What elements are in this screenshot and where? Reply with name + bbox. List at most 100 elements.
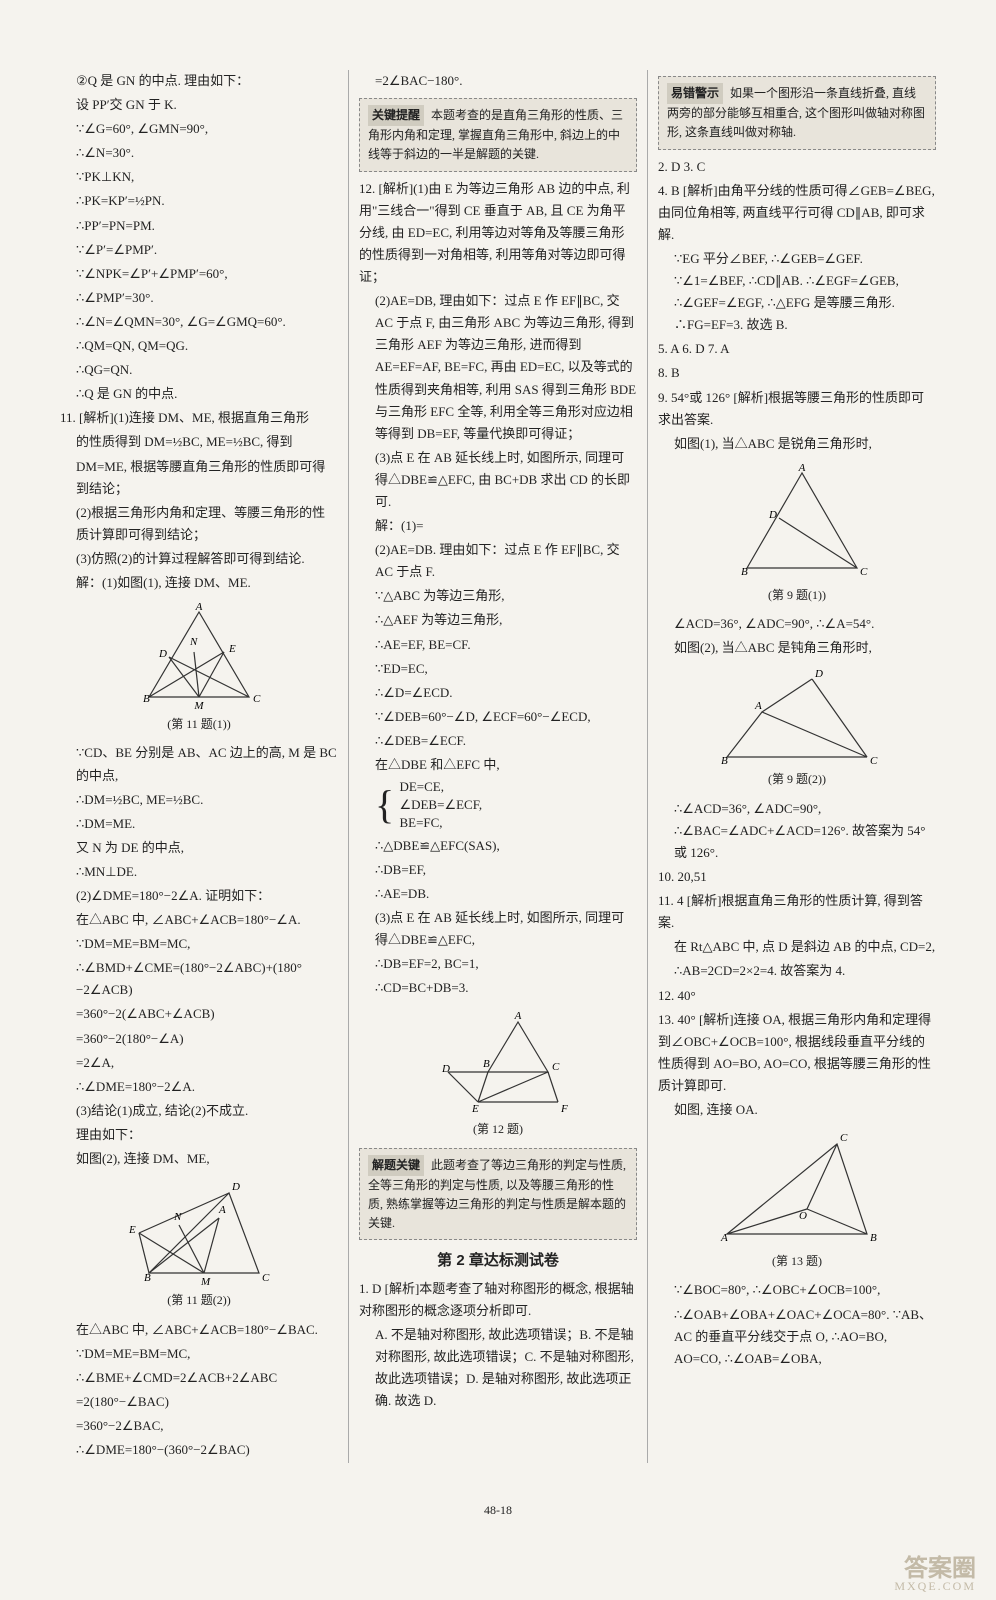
- text-line: ∴DM=ME.: [60, 813, 338, 835]
- svg-text:E: E: [471, 1103, 479, 1115]
- figure-11-2: D B C M E A N (第 11 题(2)): [60, 1178, 338, 1310]
- text-line: =360°−2(∠ABC+∠ACB): [60, 1003, 338, 1025]
- figure-12: A D B C E F (第 12 题): [359, 1007, 637, 1139]
- text-line: ∴∠OAB+∠OBA+∠OAC+∠OCA=80°. ∵AB、AC 的垂直平分线交…: [658, 1304, 936, 1370]
- text-line: (2)根据三角形内角和定理、等腰三角形的性质计算即可得到结论；: [60, 502, 338, 546]
- brace-line: ∠DEB=∠ECF,: [399, 797, 482, 812]
- text-line: ∴PK=KP′=½PN.: [60, 190, 338, 212]
- tip-title: 解题关键: [368, 1155, 424, 1176]
- svg-text:B: B: [741, 566, 748, 578]
- text-line: 如图(2), 当△ABC 是钝角三角形时,: [658, 637, 936, 659]
- text-line: 在△ABC 中, ∠ABC+∠ACB=180°−∠BAC.: [60, 1319, 338, 1341]
- text-line: (3)仿照(2)的计算过程解答即可得到结论.: [60, 548, 338, 570]
- text-line: 1. D [解析]本题考查了轴对称图形的概念, 根据轴对称图形的概念逐项分析即可…: [359, 1278, 637, 1322]
- text-line: ∵PK⊥KN,: [60, 166, 338, 188]
- figure-caption: (第 13 题): [658, 1251, 936, 1271]
- text-line: 在 Rt△ABC 中, 点 D 是斜边 AB 的中点, CD=2,: [658, 936, 936, 958]
- text-line: ∴∠N=∠QMN=30°, ∠G=∠GMQ=60°.: [60, 311, 338, 333]
- text-line: 又 N 为 DE 的中点,: [60, 837, 338, 859]
- text-line: ∴∠DME=180°−2∠A.: [60, 1076, 338, 1098]
- text-line: ∴QG=QN.: [60, 359, 338, 381]
- tip-title: 易错警示: [667, 83, 723, 104]
- text-line: ∴MN⊥DE.: [60, 861, 338, 883]
- text-line: ∴AB=2CD=2×2=4. 故答案为 4.: [658, 960, 936, 982]
- text-line: 如图(1), 当△ABC 是锐角三角形时,: [658, 433, 936, 455]
- brace-line: DE=CE,: [399, 779, 444, 794]
- tip-title: 关键提醒: [368, 105, 424, 126]
- svg-text:N: N: [173, 1211, 182, 1223]
- text-line: ∵CD、BE 分别是 AB、AC 边上的高, M 是 BC 的中点,: [60, 742, 338, 786]
- text-line: ∴AE=DB.: [359, 883, 637, 905]
- text-line: ∠ACD=36°, ∠ADC=90°, ∴∠A=54°.: [658, 613, 936, 635]
- svg-text:A: A: [720, 1232, 728, 1244]
- text-line: ∵EG 平分∠BEF, ∴∠GEB=∠GEF. ∵∠1=∠BEF, ∴CD∥AB…: [658, 248, 936, 336]
- svg-text:D: D: [441, 1063, 450, 1075]
- text-line: ∴∠DEB=∠ECF.: [359, 730, 637, 752]
- watermark-sub: MXQE.COM: [894, 1576, 976, 1596]
- svg-text:C: C: [870, 755, 878, 767]
- text-line: 10. 20,51: [658, 866, 936, 888]
- text-line: ∵∠BOC=80°, ∴∠OBC+∠OCB=100°,: [658, 1279, 936, 1301]
- tip-box-3: 易错警示 如果一个图形沿一条直线折叠, 直线两旁的部分能够互相重合, 这个图形叫…: [658, 76, 936, 150]
- text-line: ∴∠ACD=36°, ∠ADC=90°, ∴∠BAC=∠ADC+∠ACD=126…: [658, 798, 936, 864]
- svg-text:E: E: [128, 1224, 136, 1236]
- text-line: =2∠BAC−180°.: [359, 70, 637, 92]
- text-line: 13. 40° [解析]连接 OA, 根据三角形内角和定理得到∠OBC+∠OCB…: [658, 1009, 936, 1097]
- text-line: ∴∠DME=180°−(360°−2∠BAC): [60, 1439, 338, 1461]
- text-line: ∴∠D=∠ECD.: [359, 682, 637, 704]
- text-line: 12. [解析](1)由 E 为等边三角形 AB 边的中点, 利用"三线合一"得…: [359, 178, 637, 288]
- text-line: 理由如下：: [60, 1124, 338, 1146]
- text-line: ②Q 是 GN 的中点. 理由如下：: [60, 70, 338, 92]
- figure-9-1: A B C D (第 9 题(1)): [658, 463, 936, 605]
- figure-13: A B C O (第 13 题): [658, 1129, 936, 1271]
- column-2: =2∠BAC−180°. 关键提醒 本题考查的是直角三角形的性质、三角形内角和定…: [349, 70, 648, 1463]
- text-line: ∴DB=EF=2, BC=1,: [359, 953, 637, 975]
- text-line: 5. A 6. D 7. A: [658, 338, 936, 360]
- svg-text:E: E: [228, 643, 236, 655]
- svg-text:D: D: [768, 509, 777, 521]
- svg-text:C: C: [860, 566, 868, 578]
- text-line: ∴∠PMP′=30°.: [60, 287, 338, 309]
- text-line: ∵∠G=60°, ∠GMN=90°,: [60, 118, 338, 140]
- text-line: ∵ED=EC,: [359, 658, 637, 680]
- text-line: 11. 4 [解析]根据直角三角形的性质计算, 得到答案.: [658, 890, 936, 934]
- svg-text:A: A: [754, 700, 762, 712]
- text-line: 的性质得到 DM=½BC, ME=½BC, 得到: [60, 431, 338, 453]
- tip-box-2: 解题关键 此题考查了等边三角形的判定与性质, 全等三角形的判定与性质, 以及等腰…: [359, 1148, 637, 1241]
- text-line: ∴Q 是 GN 的中点.: [60, 383, 338, 405]
- brace-line: BE=FC,: [399, 815, 442, 830]
- svg-text:B: B: [483, 1058, 490, 1070]
- svg-text:C: C: [840, 1132, 848, 1144]
- text-line: =360°−2∠BAC,: [60, 1415, 338, 1437]
- svg-text:M: M: [200, 1276, 211, 1288]
- column-3: 易错警示 如果一个图形沿一条直线折叠, 直线两旁的部分能够互相重合, 这个图形叫…: [648, 70, 946, 1463]
- text-line: ∴PP′=PN=PM.: [60, 215, 338, 237]
- text-line: 在△DBE 和△EFC 中,: [359, 754, 637, 776]
- tip-box-1: 关键提醒 本题考查的是直角三角形的性质、三角形内角和定理, 掌握直角三角形中, …: [359, 98, 637, 172]
- text-line: ∴AE=EF, BE=CF.: [359, 634, 637, 656]
- svg-text:C: C: [262, 1272, 270, 1284]
- text-line: (3)点 E 在 AB 延长线上时, 如图所示, 同理可得△DBE≌△EFC,: [359, 907, 637, 951]
- text-line: ∴QM=QN, QM=QG.: [60, 335, 338, 357]
- svg-text:A: A: [514, 1010, 522, 1022]
- text-line: A. 不是轴对称图形, 故此选项错误；B. 不是轴对称图形, 故此选项错误；C.…: [359, 1324, 637, 1412]
- text-line: ∴CD=BC+DB=3.: [359, 977, 637, 999]
- text-line: (2)AE=DB, 理由如下：过点 E 作 EF∥BC, 交 AC 于点 F, …: [359, 290, 637, 445]
- text-line: ∴DM=½BC, ME=½BC.: [60, 789, 338, 811]
- svg-text:B: B: [870, 1232, 877, 1244]
- text-line: ∴∠BMD+∠CME=(180°−2∠ABC)+(180°−2∠ACB): [60, 957, 338, 1001]
- text-line: (2)∠DME=180°−2∠A. 证明如下：: [60, 885, 338, 907]
- svg-text:N: N: [189, 636, 198, 648]
- svg-text:B: B: [143, 693, 150, 705]
- text-line: ∴∠BME+∠CMD=2∠ACB+2∠ABC: [60, 1367, 338, 1389]
- text-line: (3)点 E 在 AB 延长线上时, 如图所示, 同理可得△DBE≌△EFC, …: [359, 447, 637, 513]
- text-line: ∵DM=ME=BM=MC,: [60, 933, 338, 955]
- figure-caption: (第 12 题): [359, 1119, 637, 1139]
- text-line: =2∠A,: [60, 1052, 338, 1074]
- svg-text:C: C: [253, 693, 261, 705]
- svg-text:C: C: [552, 1061, 560, 1073]
- text-line: 解：(1)=: [359, 515, 637, 537]
- text-line: ∵△ABC 为等边三角形,: [359, 585, 637, 607]
- text-line: 如图, 连接 OA.: [658, 1099, 936, 1121]
- brace-group: { DE=CE, ∠DEB=∠ECF, BE=FC,: [359, 778, 637, 833]
